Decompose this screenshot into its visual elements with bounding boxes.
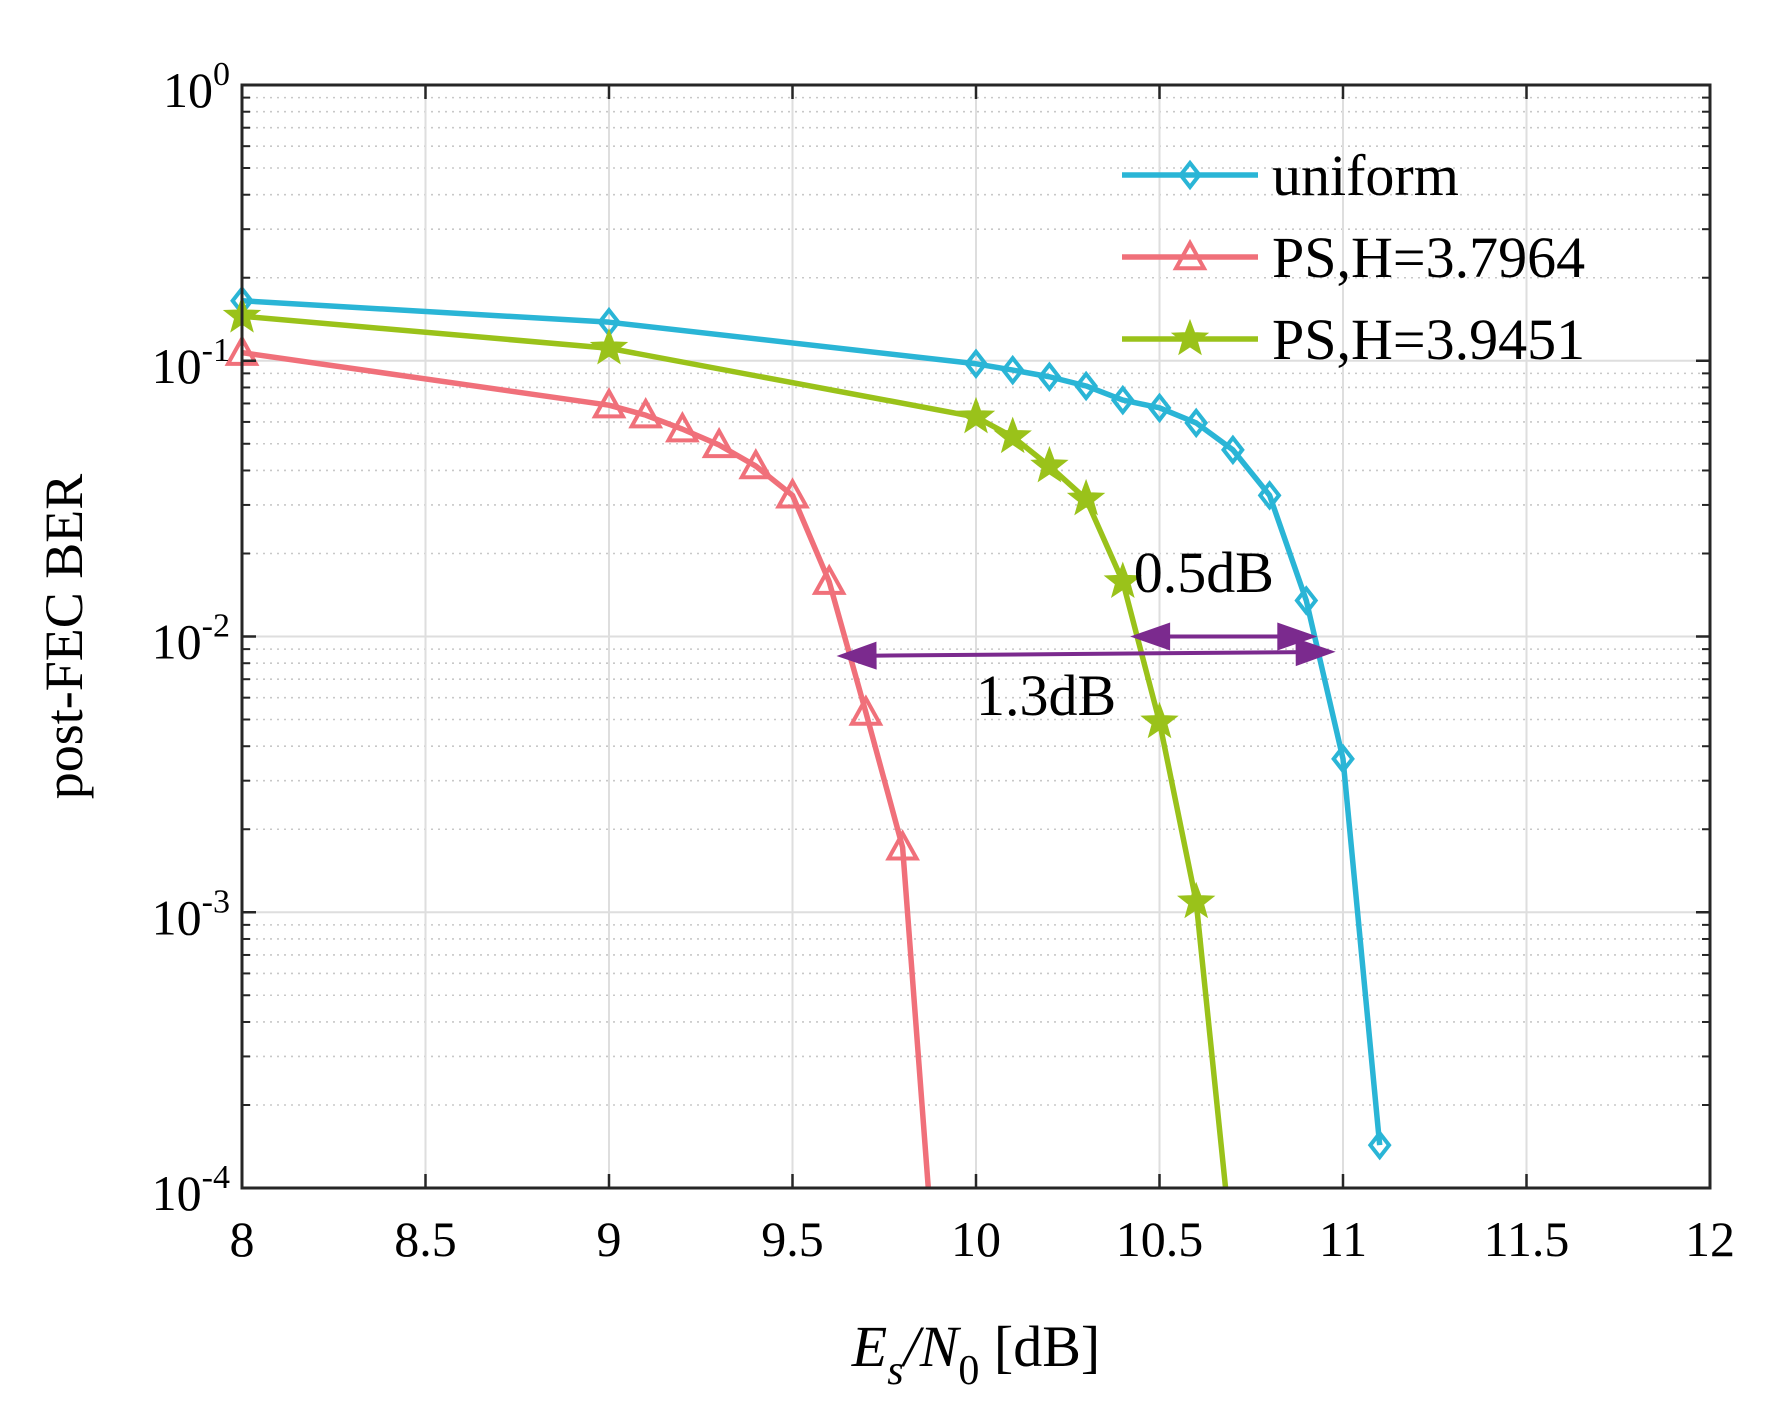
data-point xyxy=(1147,392,1172,424)
x-tick-label: 12 xyxy=(1685,1211,1735,1267)
arrow-head xyxy=(836,641,877,670)
legend-entry: PS,H=3.9451 xyxy=(1122,307,1585,372)
series-0 xyxy=(230,285,1392,1161)
data-point xyxy=(1257,480,1282,511)
data-point xyxy=(1294,585,1319,616)
x-axis-label: Es/N0 [dB] xyxy=(851,1314,1100,1394)
data-point xyxy=(591,387,627,419)
x-tick-label: 8.5 xyxy=(394,1211,457,1267)
x-tick-label: 10 xyxy=(951,1211,1001,1267)
y-tick-label: 10-4 xyxy=(152,1159,230,1221)
axis-labels: post-FEC BER Es/N0 [dB] xyxy=(34,474,1100,1394)
data-point xyxy=(1177,881,1216,919)
legend-marker xyxy=(1178,159,1202,191)
arrow-head xyxy=(1295,638,1336,667)
y-axis-label: post-FEC BER xyxy=(34,474,94,800)
x-tick-label: 8 xyxy=(230,1211,255,1267)
legend: uniform PS,H=3.7964 PS,H=3.9451 xyxy=(1122,143,1585,372)
data-point xyxy=(811,563,847,595)
double-arrow xyxy=(1130,622,1318,651)
arrow-head xyxy=(1130,622,1171,651)
data-point xyxy=(956,396,996,434)
data-point xyxy=(701,426,737,459)
series-layer xyxy=(222,285,1392,1189)
data-point xyxy=(1331,743,1355,775)
legend-entry: PS,H=3.7964 xyxy=(1122,225,1585,290)
annotation-label: 1.3dB xyxy=(976,663,1116,728)
data-point xyxy=(885,829,920,861)
axes-layer: 8 8.5 9 9.5 10 10.5 11 11.5 12 100 10-1 10-2 10-3 10-… xyxy=(152,56,1735,1267)
data-point xyxy=(665,411,700,443)
y-tick-label: 10-3 xyxy=(152,883,230,945)
y-tick-label: 10-2 xyxy=(152,608,230,670)
legend-entry: uniform xyxy=(1122,143,1459,208)
data-point xyxy=(1037,361,1062,392)
data-point xyxy=(1184,407,1209,439)
annotation-layer: 0.5dB 1.3dB xyxy=(836,540,1336,728)
double-arrow xyxy=(836,638,1336,670)
x-tick-label: 10.5 xyxy=(1116,1211,1204,1267)
data-point xyxy=(1030,445,1069,483)
x-tick-label: 11.5 xyxy=(1484,1211,1570,1267)
arrow-head xyxy=(1277,622,1318,651)
data-point xyxy=(1066,478,1106,516)
x-tick-label: 9 xyxy=(597,1211,622,1267)
data-point xyxy=(628,397,664,429)
annotation-label: 0.5dB xyxy=(1134,540,1274,605)
data-point xyxy=(1110,384,1135,416)
data-point xyxy=(1140,701,1179,739)
data-point xyxy=(1074,370,1098,402)
x-tick-label: 11 xyxy=(1319,1211,1367,1267)
data-point xyxy=(775,477,810,509)
series-line xyxy=(241,349,932,1189)
legend-label: uniform xyxy=(1272,143,1459,208)
data-point xyxy=(1367,1129,1392,1161)
data-point xyxy=(1000,354,1025,386)
data-point xyxy=(993,416,1032,454)
data-point xyxy=(589,328,629,365)
legend-label: PS,H=3.7964 xyxy=(1272,225,1585,290)
data-point xyxy=(964,348,988,380)
x-tick-label: 9.5 xyxy=(761,1211,824,1267)
y-tick-label: 100 xyxy=(163,56,230,118)
data-point xyxy=(1103,561,1142,599)
data-point xyxy=(738,447,774,480)
data-point xyxy=(1221,434,1245,466)
series-line xyxy=(241,313,1229,1189)
legend-marker xyxy=(1172,238,1208,271)
legend-marker xyxy=(1170,318,1210,356)
arrow-shaft xyxy=(868,650,1304,658)
data-point xyxy=(848,694,884,726)
y-tick-label: 10-1 xyxy=(152,332,230,394)
legend-label: PS,H=3.9451 xyxy=(1272,307,1585,372)
